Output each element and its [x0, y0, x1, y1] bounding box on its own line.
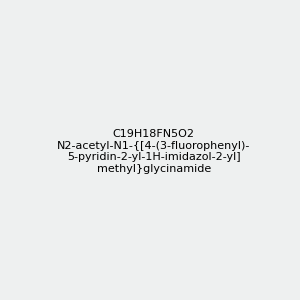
- Text: C19H18FN5O2
N2-acetyl-N1-{[4-(3-fluorophenyl)-
5-pyridin-2-yl-1H-imidazol-2-yl]
: C19H18FN5O2 N2-acetyl-N1-{[4-(3-fluoroph…: [57, 129, 250, 174]
